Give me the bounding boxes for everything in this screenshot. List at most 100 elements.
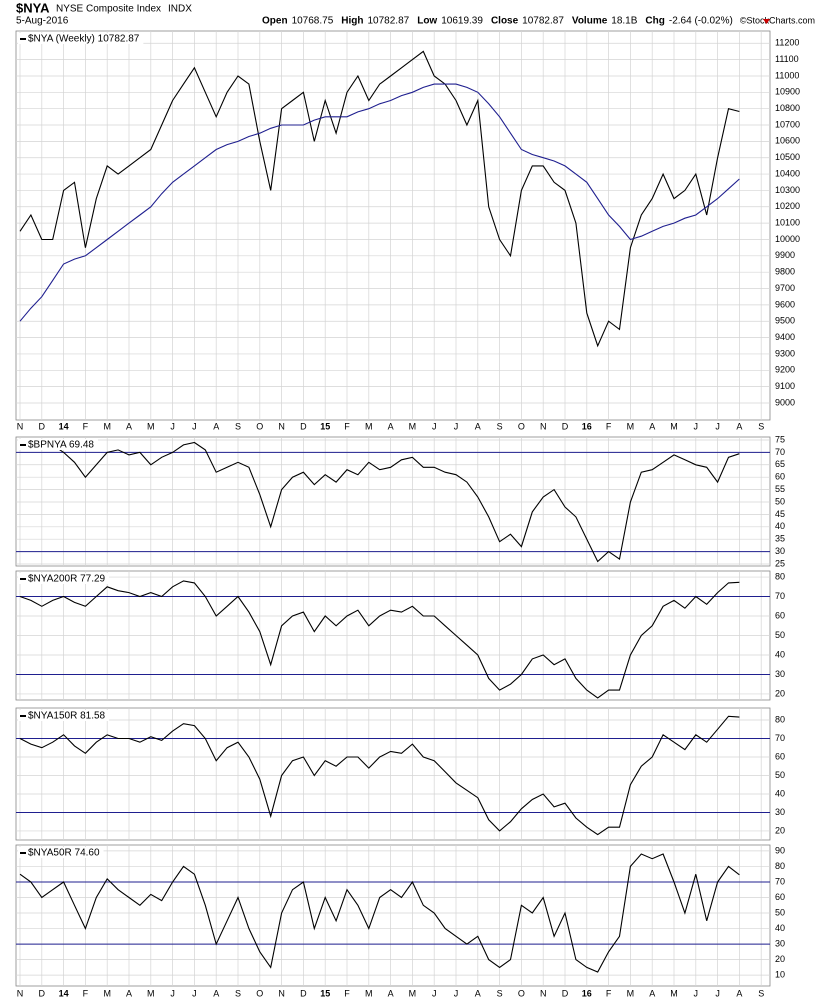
field-value: 10782.87 (522, 16, 564, 27)
y-tick-label: 20 (775, 954, 785, 964)
field-value: 10768.75 (292, 16, 334, 27)
y-tick-label: 10700 (775, 119, 800, 129)
x-tick-label: J (454, 988, 459, 998)
x-tick-label: J (432, 988, 437, 998)
x-tick-label: D (39, 421, 46, 431)
y-tick-label: 10900 (775, 87, 800, 97)
x-tick-label: A (388, 421, 394, 431)
y-tick-label: 70 (775, 733, 785, 743)
y-tick-label: 70 (775, 876, 785, 886)
y-tick-label: 20 (775, 688, 785, 698)
x-tick-label: M (627, 988, 635, 998)
field-value: 10619.39 (441, 16, 483, 27)
x-tick-label: A (475, 421, 481, 431)
index-name: NYSE Composite Index (56, 4, 161, 15)
x-tick-label: J (694, 988, 699, 998)
x-tick-label: J (170, 988, 175, 998)
panel (15, 436, 771, 567)
y-tick-label: 9300 (775, 348, 795, 358)
series-line (19, 83, 740, 322)
y-tick-label: 10400 (775, 168, 800, 178)
x-tick-label: M (627, 421, 635, 431)
y-tick-label: 20 (775, 825, 785, 835)
x-tick-label: A (736, 988, 742, 998)
y-tick-label: 60 (775, 472, 785, 482)
y-tick-label: 11200 (775, 38, 799, 48)
panel-title: $BPNYA 69.48 (28, 440, 94, 451)
field-label: Low (417, 16, 437, 27)
x-tick-label: A (213, 988, 219, 998)
y-tick-label: 9800 (775, 267, 795, 277)
x-tick-label: N (540, 421, 547, 431)
y-tick-label: 9600 (775, 299, 795, 309)
x-tick-label: D (562, 421, 569, 431)
series-line (52, 441, 740, 563)
x-tick-label: F (83, 988, 89, 998)
y-tick-label: 90 (775, 845, 785, 855)
y-tick-label: 60 (775, 610, 785, 620)
series-line (19, 580, 740, 699)
y-tick-label: 60 (775, 892, 785, 902)
x-tick-label: D (300, 988, 307, 998)
x-tick-label: N (17, 421, 24, 431)
x-tick-label: A (736, 421, 742, 431)
x-tick-label: J (715, 421, 720, 431)
panel (15, 844, 771, 987)
x-tick-label: F (606, 988, 612, 998)
x-tick-label: M (365, 988, 373, 998)
x-tick-label: M (409, 421, 417, 431)
x-tick-label: M (147, 988, 155, 998)
legend-bg (18, 710, 110, 721)
x-tick-label: O (256, 421, 263, 431)
x-tick-label: M (103, 421, 111, 431)
x-tick-label: S (497, 421, 503, 431)
y-tick-label: 60 (775, 751, 785, 761)
y-tick-label: 30 (775, 938, 785, 948)
y-tick-label: 80 (775, 861, 785, 871)
x-tick-label: 15 (320, 988, 330, 998)
x-tick-label: A (388, 988, 394, 998)
y-tick-label: 10600 (775, 136, 800, 146)
legend-bg (18, 33, 144, 44)
y-tick-label: 30 (775, 546, 785, 556)
panel-title: $NYA (Weekly) 10782.87 (28, 34, 140, 45)
y-tick-label: 9100 (775, 381, 795, 391)
y-tick-label: 9700 (775, 283, 795, 293)
y-tick-label: 50 (775, 770, 785, 780)
x-tick-label: O (256, 988, 263, 998)
y-tick-label: 40 (775, 521, 785, 531)
x-tick-label: J (432, 421, 437, 431)
panel-title: $NYA200R 77.29 (28, 574, 106, 585)
x-tick-label: S (235, 421, 241, 431)
legend-bg (18, 573, 110, 584)
x-tick-label: M (670, 988, 678, 998)
x-tick-label: S (758, 421, 764, 431)
date: 5-Aug-2016 (16, 16, 69, 27)
y-tick-label: 45 (775, 509, 785, 519)
y-tick-label: 11000 (775, 70, 799, 80)
field-label: High (341, 16, 363, 27)
field-label: Volume (572, 16, 608, 27)
x-tick-label: 15 (320, 421, 330, 431)
y-tick-label: 10100 (775, 218, 800, 228)
x-tick-label: S (758, 988, 764, 998)
x-tick-label: A (213, 421, 219, 431)
x-tick-label: D (562, 988, 569, 998)
y-tick-label: 10000 (775, 234, 800, 244)
y-tick-label: 9400 (775, 332, 795, 342)
y-tick-label: 9900 (775, 250, 795, 260)
y-tick-label: 50 (775, 630, 785, 640)
down-arrow (763, 19, 770, 24)
x-tick-label: A (649, 421, 655, 431)
y-tick-label: 10 (775, 970, 785, 980)
y-tick-label: 35 (775, 534, 785, 544)
panel (15, 30, 771, 421)
x-tick-label: J (454, 421, 459, 431)
x-tick-label: N (278, 421, 285, 431)
y-tick-label: 10200 (775, 201, 800, 211)
x-tick-label: J (192, 421, 197, 431)
series-line (19, 853, 740, 973)
x-tick-label: J (694, 421, 699, 431)
field-value: 18.1B (611, 16, 637, 27)
